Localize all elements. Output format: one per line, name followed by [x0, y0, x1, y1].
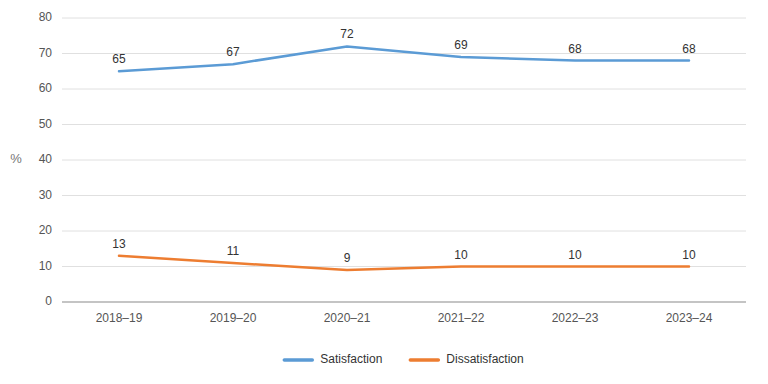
chart-svg: 0 10 20 30 40 50 60 70 80 2018–19 2019–20 2020–21 20…: [0, 0, 768, 384]
data-label: 67: [226, 45, 240, 59]
grid-line: [62, 195, 746, 196]
data-label: 68: [568, 42, 582, 56]
data-label: 10: [682, 248, 696, 262]
x-tick-label: 2023–24: [666, 311, 713, 325]
y-tick-label: 40: [39, 152, 53, 166]
grid-line: [62, 302, 746, 303]
data-labels: 65 67 72 69 68 68 13 11 9 10 10 10: [112, 27, 696, 265]
data-label: 69: [454, 38, 468, 52]
legend-item: Satisfaction: [284, 352, 382, 366]
data-label: 65: [112, 52, 126, 66]
grid-line: [62, 160, 746, 161]
data-label: 9: [344, 251, 351, 265]
data-label: 68: [682, 42, 696, 56]
legend: Satisfaction Dissatisfaction: [284, 352, 523, 366]
y-tick-label: 80: [39, 10, 53, 24]
series-line: [119, 256, 689, 270]
y-tick-label: 70: [39, 46, 53, 60]
x-tick-label: 2020–21: [324, 311, 371, 325]
data-label: 72: [340, 27, 354, 41]
x-tick-label: 2019–20: [210, 311, 257, 325]
y-tick-label: 60: [39, 81, 53, 95]
x-tick-label: 2021–22: [438, 311, 485, 325]
y-tick-label: 20: [39, 223, 53, 237]
data-label: 13: [112, 237, 126, 251]
legend-swatch: [410, 358, 438, 362]
y-axis-label: %: [10, 151, 22, 166]
data-label: 11: [227, 244, 240, 258]
y-tick-label: 10: [39, 259, 53, 273]
data-label: 10: [454, 248, 468, 262]
legend-swatch: [284, 358, 312, 362]
x-tick-label: 2022–23: [552, 311, 599, 325]
x-axis-line: [62, 302, 746, 303]
grid-line: [62, 231, 746, 232]
data-label: 10: [568, 248, 582, 262]
chart-container: 0 10 20 30 40 50 60 70 80 2018–19 2019–20 2020–21 20…: [0, 0, 768, 384]
y-tick-label: 30: [39, 188, 53, 202]
grid-line: [62, 124, 746, 125]
grid-line: [62, 89, 746, 90]
legend-item: Dissatisfaction: [410, 352, 523, 366]
grid-line: [62, 18, 746, 19]
legend-label: Satisfaction: [320, 352, 382, 366]
y-tick-label: 0: [45, 294, 52, 308]
series-line: [119, 46, 689, 71]
x-tick-label: 2018–19: [96, 311, 143, 325]
y-tick-label: 50: [39, 117, 53, 131]
legend-label: Dissatisfaction: [446, 352, 523, 366]
grid-line: [62, 53, 746, 54]
grid: [62, 18, 746, 302]
plot-area: [119, 46, 689, 270]
